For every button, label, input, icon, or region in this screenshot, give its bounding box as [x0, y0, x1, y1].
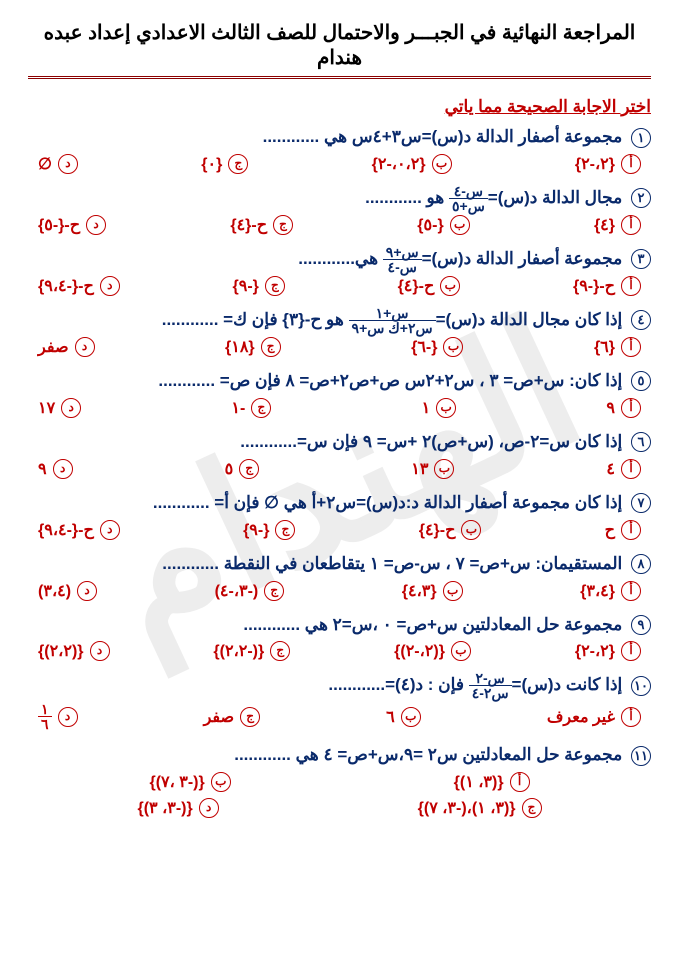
question-text: مجموعة أصفار الدالة د(س)=س+٩س-٤ هي......… [298, 249, 622, 268]
option-a: غير معرفأ [547, 702, 641, 731]
option-d: ٩د [38, 459, 73, 479]
option-c: {(-٢،٢)}ج [213, 641, 290, 661]
options-row: ∅د {٠}ج {٠،٢،-٢}ب {٢،-٢}أ [28, 152, 651, 180]
option-c: {٠}ج [201, 154, 248, 174]
question-text: إذا كانت د(س)=س-٢س٢-٤ فإن : د(٤)=.......… [328, 675, 622, 694]
question-text: إذا كان: س+ص= ٣ ، س٢+٢س ص+ص٢+ص= ٨ فإن ص=… [158, 371, 622, 390]
option-c: (-٣،-٤)ج [215, 581, 285, 601]
page-content: المراجعة النهائية في الجبـــر والاحتمال … [28, 20, 651, 822]
option-d: ١٦د [38, 702, 78, 731]
option-d: (٣،٤)د [38, 581, 97, 601]
option-d: ح-{-٩،٤}د [38, 520, 120, 540]
question-text: مجموعة أصفار الدالة د(س)=س٣+٤س هي ......… [263, 127, 623, 146]
question-7: ٧ إذا كان مجموعة أصفار الدالة د:د(س)=س٢+… [28, 489, 651, 546]
option-b: {-٥}ب [417, 215, 469, 235]
option-b: {(٢،-٢)}ب [394, 641, 471, 661]
options-row: ح-{-٩،٤}د {-٩}ج ح-{٤}ب حأ [28, 518, 651, 546]
option-d: ح-{-٩،٤}د [38, 276, 120, 296]
option-b: {٤،٣}ب [402, 581, 463, 601]
option-a: حأ [605, 520, 641, 540]
section-heading: اختر الاجابة الصحيحة مما ياتي [28, 97, 651, 117]
question-text: إذا كان س=٢-ص، (س+ص)٢ +س= ٩ فإن س=......… [240, 432, 622, 451]
question-1: ١ مجموعة أصفار الدالة د(س)=س٣+٤س هي ....… [28, 123, 651, 180]
options-row: ح-{-٥}د ح-{٤}ج {-٥}ب {٤}أ [28, 213, 651, 241]
option-a: {٦}أ [594, 337, 641, 357]
question-number: ٢ [631, 188, 651, 208]
question-10: ١٠ إذا كانت د(س)=س-٢س٢-٤ فإن : د(٤)=....… [28, 671, 651, 737]
question-number: ١ [631, 128, 651, 148]
option-b: ح-{٤}ب [419, 520, 482, 540]
question-text: المستقيمان: س+ص= ٧ ، س-ص= ١ يتقاطعان في … [162, 554, 622, 573]
question-text: مجال الدالة د(س)=س-٤س+٥ هو ............ [365, 188, 622, 207]
option-a: ٤أ [606, 459, 641, 479]
option-a: ح-{-٩}أ [573, 276, 641, 296]
options-row: ١٧د -١ج ١ب ٩أ [28, 396, 651, 424]
option-d: صفرد [38, 337, 95, 357]
question-4: ٤ إذا كان مجال الدالة د(س)=س+١س٢+ك س+٩ ه… [28, 306, 651, 363]
question-number: ١٠ [631, 676, 651, 696]
option-c: {١٨}ج [225, 337, 281, 357]
options-row: ح-{-٩،٤}د {-٩}ج ح-{٤}ب ح-{-٩}أ [28, 274, 651, 302]
question-text: مجموعة حل المعادلتين س+ص= ٠ ،س=٢ هي ....… [243, 615, 622, 634]
option-c: {-٩}ج [243, 520, 295, 540]
question-number: ٦ [631, 432, 651, 452]
question-number: ٣ [631, 249, 651, 269]
options-row: {(٢،٢)}د {(-٢،٢)}ج {(٢،-٢)}ب {٢،-٢}أ [28, 639, 651, 667]
option-d: ١٧د [38, 398, 81, 418]
option-b: ١ب [422, 398, 457, 418]
option-a: {٣،٤}أ [580, 581, 641, 601]
options-row-2: {(-٣، ٣)}د {(٣، ١)،(-٣، ٧)}ج [28, 796, 651, 822]
page-title: المراجعة النهائية في الجبـــر والاحتمال … [28, 20, 651, 76]
option-c: {(٣، ١)،(-٣، ٧)}ج [418, 798, 542, 818]
option-b: {(-٣ ،٧)}ب [149, 772, 230, 792]
option-b: ح-{٤}ب [398, 276, 461, 296]
option-b: {-٦}ب [411, 337, 463, 357]
question-number: ٨ [631, 554, 651, 574]
question-2: ٢ مجال الدالة د(س)=س-٤س+٥ هو ...........… [28, 184, 651, 241]
options-row: صفرد {١٨}ج {-٦}ب {٦}أ [28, 335, 651, 363]
question-number: ١١ [631, 746, 651, 766]
question-number: ٥ [631, 371, 651, 391]
option-a: {(٣، ١)}أ [454, 772, 530, 792]
question-3: ٣ مجموعة أصفار الدالة د(س)=س+٩س-٤ هي....… [28, 245, 651, 302]
option-c: ح-{٤}ج [230, 215, 293, 235]
header-rule [28, 76, 651, 79]
option-c: صفرج [204, 702, 261, 731]
question-text: مجموعة حل المعادلتين س٢ =٩،س+ص= ٤ هي ...… [234, 745, 622, 764]
option-d: {(-٣، ٣)}د [137, 798, 218, 818]
option-d: ح-{-٥}د [38, 215, 106, 235]
question-6: ٦ إذا كان س=٢-ص، (س+ص)٢ +س= ٩ فإن س=....… [28, 428, 651, 485]
option-c: -١ج [231, 398, 271, 418]
question-9: ٩ مجموعة حل المعادلتين س+ص= ٠ ،س=٢ هي ..… [28, 611, 651, 668]
question-5: ٥ إذا كان: س+ص= ٣ ، س٢+٢س ص+ص٢+ص= ٨ فإن … [28, 367, 651, 424]
option-a: {٢،-٢}أ [575, 641, 641, 661]
question-number: ٩ [631, 615, 651, 635]
question-text: إذا كان مجال الدالة د(س)=س+١س٢+ك س+٩ هو … [162, 310, 623, 329]
option-c: {-٩}ج [233, 276, 285, 296]
option-a: {٤}أ [594, 215, 641, 235]
options-row: ١٦د صفرج ٦ب غير معرفأ [28, 700, 651, 737]
option-b: ٦ب [386, 702, 421, 731]
option-d: ∅د [38, 154, 78, 174]
question-8: ٨ المستقيمان: س+ص= ٧ ، س-ص= ١ يتقاطعان ف… [28, 550, 651, 607]
question-number: ٧ [631, 493, 651, 513]
question-11: ١١ مجموعة حل المعادلتين س٢ =٩،س+ص= ٤ هي … [28, 741, 651, 822]
options-row-1: {(-٣ ،٧)}ب {(٣، ١)}أ [28, 770, 651, 796]
question-text: إذا كان مجموعة أصفار الدالة د:د(س)=س٢+أ … [153, 493, 622, 512]
option-b: {٠،٢،-٢}ب [372, 154, 452, 174]
question-number: ٤ [631, 310, 651, 330]
options-row: ٩د ٥ج ١٣ب ٤أ [28, 457, 651, 485]
option-c: ٥ج [225, 459, 260, 479]
option-d: {(٢،٢)}د [38, 641, 109, 661]
option-a: ٩أ [606, 398, 641, 418]
option-b: ١٣ب [411, 459, 454, 479]
option-a: {٢،-٢}أ [575, 154, 641, 174]
options-row: (٣،٤)د (-٣،-٤)ج {٤،٣}ب {٣،٤}أ [28, 579, 651, 607]
